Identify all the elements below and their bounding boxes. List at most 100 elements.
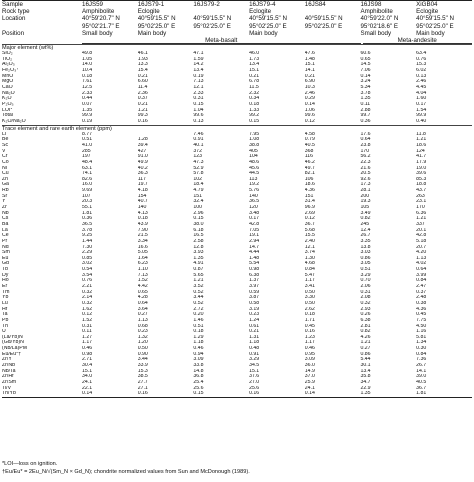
row-label: Rb (2, 188, 9, 194)
table-cell: 1.17 (304, 340, 315, 346)
table-cell: 0.64 (360, 137, 371, 143)
table-cell: 3.52 (193, 284, 204, 290)
table-cell: 0.13 (416, 73, 427, 79)
table-cell: 0.48 (249, 346, 260, 352)
table-cell: 36.5 (249, 199, 260, 205)
table-cell: 6.38 (249, 272, 260, 278)
table-cell: 0.27 (360, 346, 371, 352)
table-cell: 0.12 (304, 216, 315, 222)
table-cell: 14.9 (304, 368, 315, 374)
row-label: K₂O (2, 96, 12, 102)
table-cell: 30.4 (82, 362, 93, 368)
table-cell: 99.6 (193, 113, 204, 119)
table-cell: 33.9 (137, 362, 148, 368)
table-cell: 99.6 (304, 113, 315, 119)
table-row: Li 8.77 7.46 7.95 4.58 17.6 11.8 (2, 132, 472, 138)
table-cell: 99.7 (360, 113, 371, 119)
table-cell: 5.34 (360, 85, 371, 91)
sample-name: 16JS84 (304, 1, 326, 8)
row-label: Yb (2, 295, 9, 301)
table-cell: 0.94 (193, 351, 204, 357)
table-cell: 0.51 (193, 323, 204, 329)
table-row: Th 0.31 0.68 0.51 0.61 0.45 2.81 4.50 (2, 324, 472, 330)
table-cell: 19.7 (137, 182, 148, 188)
row-label: Ce (2, 233, 9, 239)
table-cell: 1.08 (249, 137, 260, 143)
table-cell: 3.97 (249, 284, 260, 290)
location-label: Location (2, 15, 26, 23)
table-cell: 2.14 (82, 295, 93, 301)
table-cell: 0.82 (360, 329, 371, 335)
table-cell: 3.30 (304, 295, 315, 301)
table-cell: 1.35 (360, 391, 371, 397)
table-cell: 41.7 (416, 154, 427, 160)
table-cell: 6.23 (137, 261, 148, 267)
location-n: 40°59'15.5" N (416, 15, 454, 23)
table-cell: 3.35 (360, 238, 371, 244)
section-title: Trace element and rare earth element (pp… (2, 124, 472, 132)
table-cell: 3.09 (193, 357, 204, 363)
table-cell: 0.16 (137, 391, 148, 397)
table-cell: 1.17 (304, 278, 315, 284)
table-cell: 0.26 (360, 312, 371, 318)
table-cell: 20.7 (416, 244, 427, 250)
row-label: (La/Yb)N (2, 334, 23, 340)
table-cell: 0.82 (360, 216, 371, 222)
header-location-n-row: Location 40°59'20.7" N 40°59'15.5" N 40°… (2, 15, 472, 22)
table-cell: 6.02 (416, 68, 427, 74)
table-cell: 0.36 (360, 118, 371, 124)
table-cell: 19.0 (416, 165, 427, 171)
table-cell: 1.16 (416, 329, 427, 335)
table-cell: 1.59 (193, 56, 204, 62)
table-cell: 99.3 (137, 113, 148, 119)
table-cell: 0.65 (360, 56, 371, 62)
table-cell: 1.35 (82, 107, 93, 113)
row-label: Pb (2, 317, 9, 323)
table-cell: 1.10 (137, 267, 148, 273)
table-cell: 5.68 (304, 227, 315, 233)
table-cell: 0.86 (360, 255, 371, 261)
table-row: K₂O 0.44 0.37 0.31 0.34 0.29 1.35 1.60 (2, 96, 472, 102)
table-cell: 17.9 (416, 159, 427, 165)
table-cell: 36.5 (82, 221, 93, 227)
rock-type: Eclogite (249, 8, 272, 16)
table-cell: 13.3 (137, 62, 148, 68)
row-label: Ni (2, 165, 7, 171)
table-cell: 74.1 (82, 171, 93, 177)
table-cell: 2.47 (416, 284, 427, 290)
table-row: V 285 427 372 405 368 170 124 (2, 149, 472, 155)
table-cell: 48.6 (249, 159, 260, 165)
row-label: Sm (2, 250, 10, 256)
table-cell: 7.61 (82, 79, 93, 85)
table-row: Y 20.3 40.7 32.4 36.5 31.4 19.3 23.1 (2, 199, 472, 205)
table-cell: 36.3 (137, 171, 148, 177)
table-cell: 40.1 (193, 143, 204, 148)
table-cell: 6.36 (416, 210, 427, 216)
table-cell: 0.21 (137, 101, 148, 107)
table-cell: 14.1 (416, 368, 427, 374)
table-cell: 0.86 (360, 351, 371, 357)
table-cell: 1.60 (416, 96, 427, 102)
table-cell: 120 (249, 205, 258, 211)
row-label: Th (2, 323, 9, 329)
row-label: LOI* (2, 107, 13, 113)
table-cell: 245 (360, 221, 370, 227)
row-label: Gd (2, 261, 9, 267)
table-cell: 56.2 (360, 154, 371, 160)
table-cell: 49.7 (304, 165, 315, 171)
table-row: Ba 36.5 43.9 38.0 42.8 36.7 245 337 (2, 222, 472, 228)
table-cell: 5.47 (304, 272, 315, 278)
table-row: U 0.11 0.23 0.18 0.21 0.16 0.82 1.16 (2, 329, 472, 335)
table-row: Rb 9.69 4.18 4.79 5.76 4.36 28.1 43.7 (2, 188, 472, 194)
table-cell: 0.91 (193, 137, 204, 143)
location-e: 95°02'18.6" E (360, 22, 398, 30)
position: Small body (360, 29, 392, 37)
table-cell: 7.46 (193, 131, 204, 137)
table-cell: 15.1 (82, 368, 93, 374)
table-cell: 0.51 (360, 267, 371, 273)
table-cell: 14.7 (249, 244, 260, 250)
table-cell: 23.1 (416, 199, 427, 205)
row-label: (Nb/La)PM (2, 346, 28, 352)
table-cell: 82.6 (82, 176, 93, 182)
table-cell: 12.1 (304, 244, 315, 250)
